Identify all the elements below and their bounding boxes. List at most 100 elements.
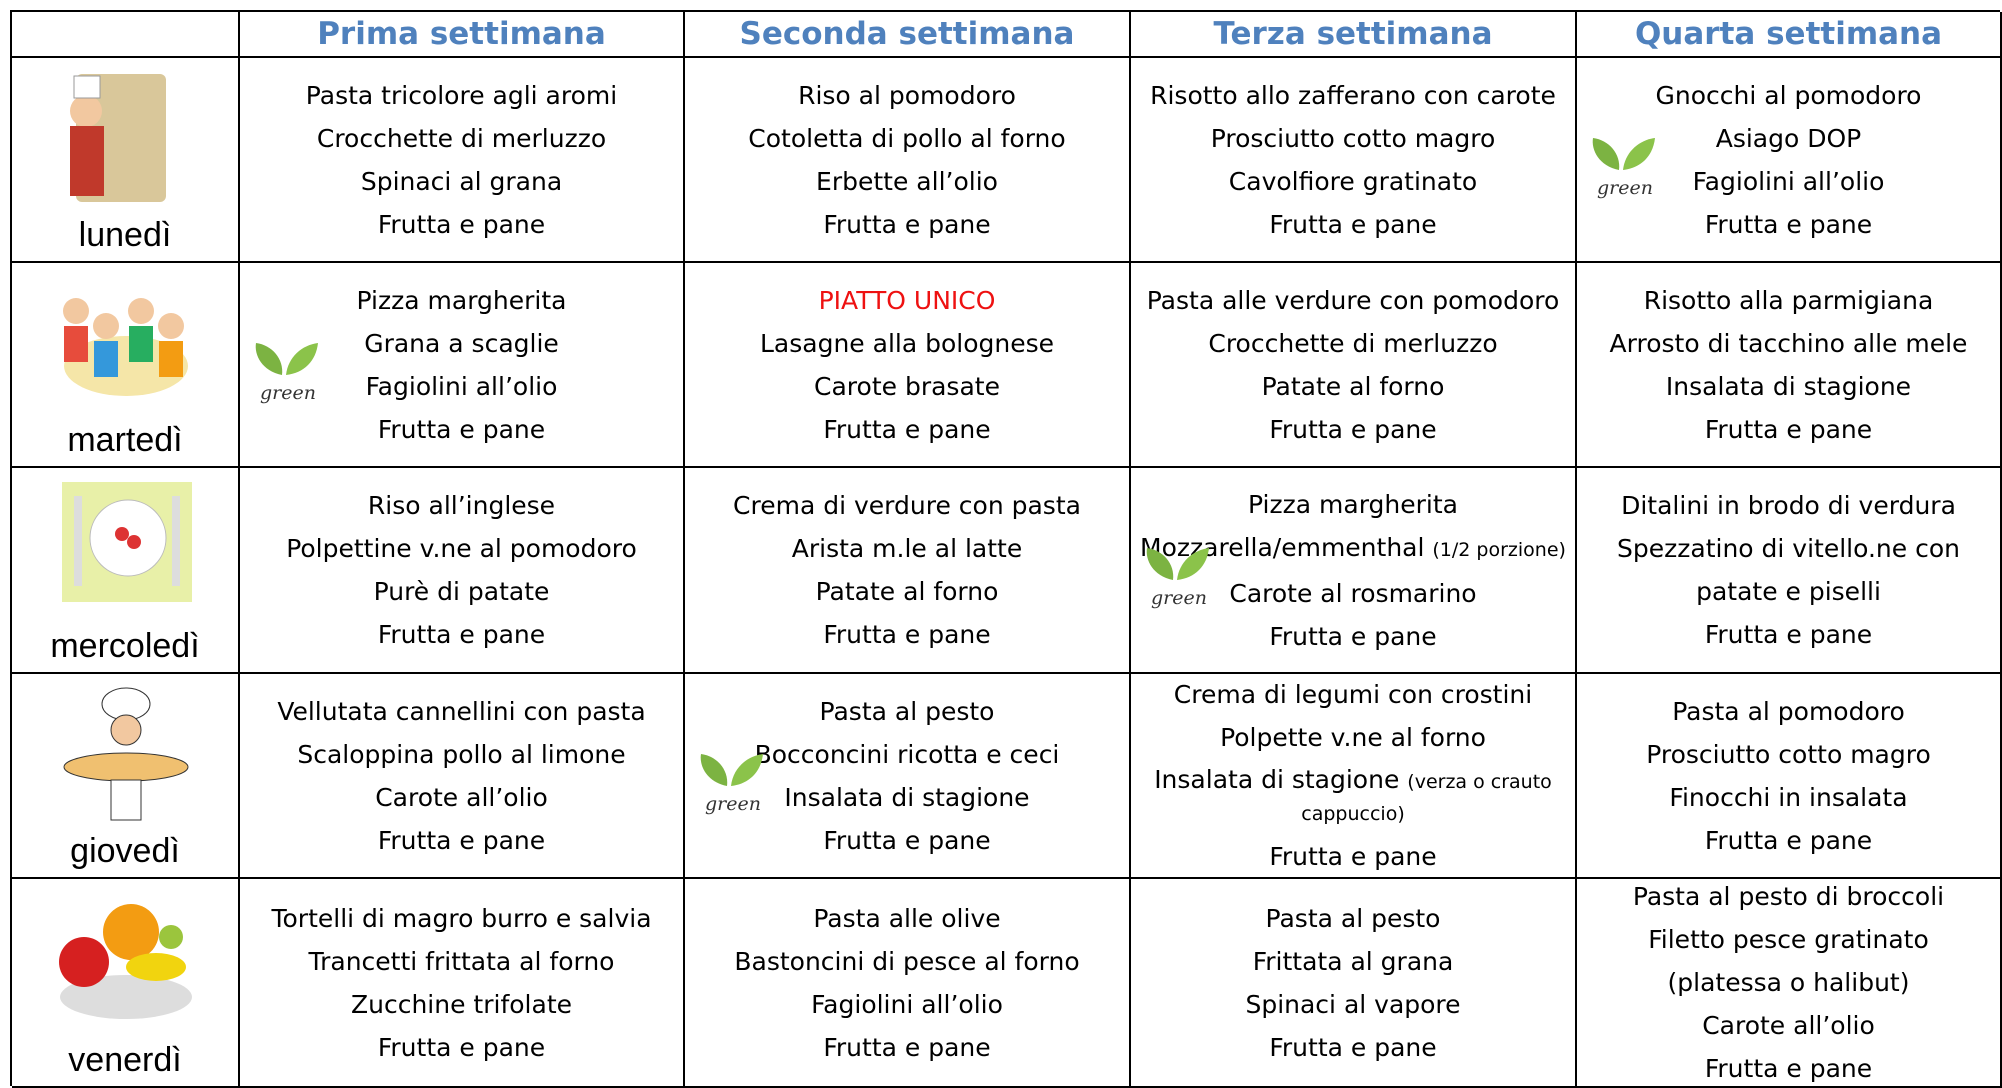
dish: Pasta al pesto di broccoli bbox=[1632, 882, 1945, 911]
dish: Patate al forno bbox=[815, 577, 999, 606]
dish: Carote all’olio bbox=[375, 782, 548, 812]
menu-list: Crema di legumi con crostini Polpette v.n… bbox=[1131, 674, 1575, 877]
dish: Crocchette di merluzzo bbox=[1208, 328, 1498, 358]
menu-list: Riso al pomodoro Cotoletta di pollo al fo… bbox=[685, 58, 1129, 261]
day-illustration bbox=[59, 904, 192, 1019]
menu-cell: Tortelli di magro burro e salvia Trancett… bbox=[240, 879, 685, 1088]
day-illustration bbox=[70, 74, 166, 202]
menu-cell: Pizza margherita Mozzarella/emmenthal (1/… bbox=[1131, 468, 1577, 674]
dish-name: Mozzarella/emmenthal bbox=[1140, 532, 1425, 562]
dish: PIATTO UNICO bbox=[819, 279, 996, 322]
menu-list: Risotto allo zafferano con carote Prosciu… bbox=[1131, 58, 1575, 261]
menu-cell: Riso all’inglese Polpettine v.ne al pomod… bbox=[240, 468, 685, 674]
dish: Pizza margherita bbox=[356, 285, 567, 315]
dish: Bastoncini di pesce al forno bbox=[734, 946, 1080, 976]
dish: Pasta al pesto bbox=[1265, 903, 1441, 933]
badge-text: green bbox=[1151, 587, 1207, 609]
dish: Gnocchi al pomodoro bbox=[1655, 80, 1922, 110]
dish-name: Insalata di stagione bbox=[1154, 765, 1400, 794]
dish: Riso all’inglese bbox=[367, 491, 556, 520]
menu-list: Pizza margherita Grana a scaglie Fagiolini… bbox=[240, 263, 683, 466]
dish: Frittata al grana bbox=[1252, 946, 1454, 976]
dish: Pizza margherita bbox=[1248, 489, 1458, 519]
dish: Risotto allo zafferano con carote bbox=[1150, 80, 1556, 110]
dish: Carote all’olio bbox=[1702, 1011, 1875, 1040]
menu-list: Pasta alle verdure con pomodoro Crocchett… bbox=[1131, 263, 1575, 466]
dish: Cavolfiore gratinato bbox=[1228, 166, 1478, 196]
dish-name: PIATTO UNICO bbox=[818, 285, 996, 315]
menu-list: Pasta al pomodoro Prosciutto cotto magro F… bbox=[1577, 674, 2000, 877]
dish: Polpette v.ne al forno bbox=[1220, 723, 1486, 752]
dish: Trancetti frittata al forno bbox=[308, 946, 615, 976]
menu-cell: Risotto allo zafferano con carote Prosciu… bbox=[1131, 58, 1577, 263]
dish: Grana a scaglie bbox=[364, 328, 559, 358]
dish: Pasta al pesto bbox=[819, 696, 995, 726]
day-name: lunedì bbox=[78, 216, 172, 254]
dish: Filetto pesce gratinato bbox=[1648, 925, 1929, 954]
dish: Frutta e pane bbox=[377, 209, 546, 239]
dish: Frutta e pane bbox=[1269, 414, 1437, 444]
dish: Frutta e pane bbox=[823, 414, 991, 444]
dish: Lasagne alla bolognese bbox=[759, 328, 1055, 358]
menu-cell: Pasta al pesto di broccoli Filetto pesce … bbox=[1577, 879, 2002, 1088]
day-name: venerdì bbox=[68, 1041, 182, 1079]
dish: Bocconcini ricotta e ceci bbox=[754, 739, 1060, 769]
dish: Riso al pomodoro bbox=[798, 80, 1016, 110]
dish: Prosciutto cotto magro bbox=[1646, 739, 1931, 769]
dish: Crema di verdure con pasta bbox=[733, 491, 1081, 520]
column-header: Terza settimana bbox=[1131, 12, 1577, 58]
day-name: mercoledì bbox=[50, 627, 200, 665]
column-header: Prima settimana bbox=[240, 12, 685, 58]
dish: Frutta e pane bbox=[377, 1032, 546, 1062]
dish: Cotoletta di pollo al forno bbox=[748, 123, 1066, 153]
dish: Fagiolini all’olio bbox=[365, 371, 558, 401]
dish: Frutta e pane bbox=[1269, 209, 1437, 239]
dish: Pasta alle verdure con pomodoro bbox=[1146, 285, 1560, 315]
dish: Arista m.le al latte bbox=[791, 534, 1023, 563]
menu-list: Risotto alla parmigiana Arrosto di tacchi… bbox=[1577, 263, 2000, 466]
day-illustration bbox=[63, 687, 189, 821]
menu-list: Pasta al pesto Frittata al grana Spinaci a… bbox=[1131, 879, 1575, 1086]
dish: Polpettine v.ne al pomodoro bbox=[286, 534, 637, 563]
dish: Frutta e pane bbox=[823, 620, 991, 649]
menu-cell: Pasta al pomodoro Prosciutto cotto magro F… bbox=[1577, 674, 2002, 879]
day-name: giovedì bbox=[70, 832, 180, 870]
dish: Finocchi in insalata bbox=[1669, 782, 1908, 812]
menu-cell: Crema di verdure con pasta Arista m.le al… bbox=[685, 468, 1131, 674]
menu-list: Tortelli di magro burro e salvia Trancett… bbox=[240, 879, 683, 1086]
menu-cell: Pizza margherita Grana a scaglie Fagiolini… bbox=[240, 263, 685, 468]
green-badge: green bbox=[255, 342, 318, 404]
dish-note: (1/2 porzione) bbox=[1432, 538, 1566, 561]
dish: Spinaci al grana bbox=[360, 166, 563, 196]
dish: Insalata di stagione bbox=[1665, 371, 1912, 401]
green-badge: green bbox=[700, 753, 763, 815]
menu-list: Pasta alle olive Bastoncini di pesce al f… bbox=[685, 879, 1129, 1086]
menu-cell: Crema di legumi con crostini Polpette v.n… bbox=[1131, 674, 1577, 879]
dish: Pasta tricolore agli aromi bbox=[305, 80, 618, 110]
day-name: martedì bbox=[67, 421, 183, 459]
green-badge: green bbox=[1592, 137, 1655, 199]
day-illustration bbox=[63, 298, 188, 396]
dish: Pasta al pomodoro bbox=[1672, 696, 1905, 726]
dish: Ditalini in brodo di verdura bbox=[1621, 491, 1956, 520]
dish: Tortelli di magro burro e salvia bbox=[271, 903, 652, 933]
dish: Mozzarella/emmenthal (1/2 porzione) bbox=[1140, 526, 1566, 572]
menu-cell: Pasta alle verdure con pomodoro Crocchett… bbox=[1131, 263, 1577, 468]
dish: Frutta e pane bbox=[823, 825, 991, 855]
dish: Frutta e pane bbox=[377, 825, 546, 855]
dish: Scaloppina pollo al limone bbox=[297, 739, 626, 769]
dish: (platessa o halibut) bbox=[1667, 968, 1910, 997]
badge-text: green bbox=[1597, 177, 1653, 199]
dish: Zucchine trifolate bbox=[351, 989, 572, 1019]
dish: Patate al forno bbox=[1261, 371, 1445, 401]
dish-note: (verza o crauto cappuccio) bbox=[1301, 771, 1552, 825]
dish: Prosciutto cotto magro bbox=[1210, 123, 1496, 153]
dish: Spezzatino di vitello.ne con bbox=[1617, 534, 1960, 563]
menu-list: Gnocchi al pomodoro Asiago DOP Fagiolini a… bbox=[1577, 58, 2000, 261]
menu-cell: Vellutata cannellini con pasta Scaloppina… bbox=[240, 674, 685, 879]
day-cell: giovedì bbox=[12, 674, 240, 879]
menu-cell: Risotto alla parmigiana Arrosto di tacchi… bbox=[1577, 263, 2002, 468]
dish: Frutta e pane bbox=[1704, 209, 1873, 239]
menu-list: Pizza margherita Mozzarella/emmenthal (1/… bbox=[1131, 468, 1575, 672]
day-cell: venerdì bbox=[12, 879, 240, 1088]
